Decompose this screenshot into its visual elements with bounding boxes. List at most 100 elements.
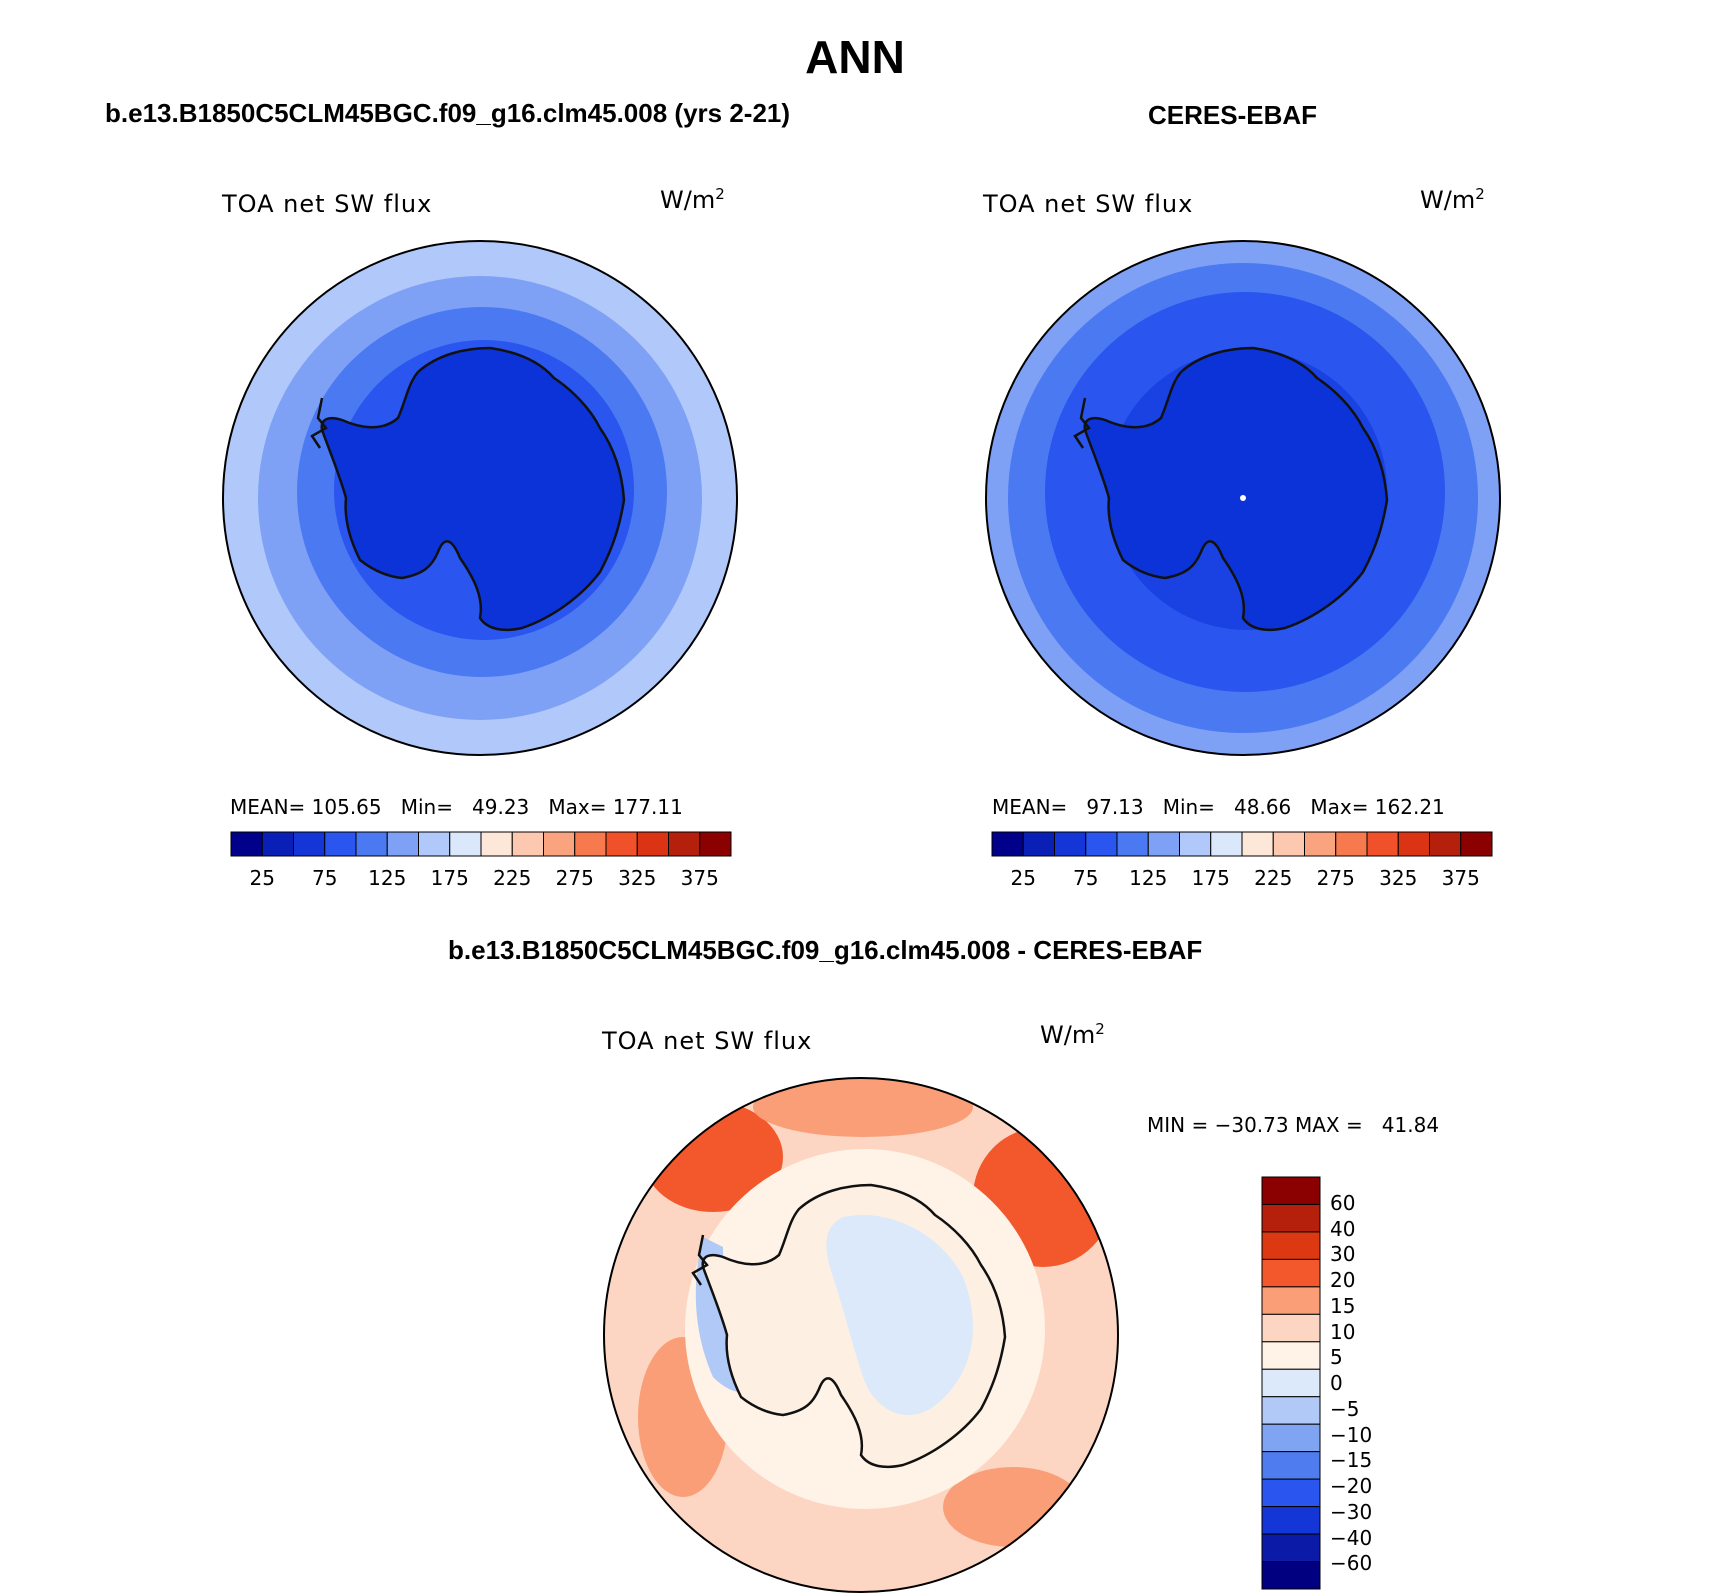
colorbar-swatch [355, 831, 388, 857]
colorbar-tick-label: 15 [1330, 1293, 1356, 1318]
colorbar-swatch [1261, 1478, 1321, 1508]
colorbar-swatch [1261, 1561, 1321, 1590]
map-model [222, 240, 738, 756]
colorbar-model [230, 831, 732, 857]
colorbar-tick-label: 225 [493, 866, 532, 890]
panel-1-variable-label: TOA net SW flux [222, 190, 433, 218]
colorbar-swatch [386, 831, 419, 857]
colorbar-swatch [418, 831, 451, 857]
colorbar-tick-label: 175 [430, 866, 469, 890]
colorbar-swatch [1261, 1258, 1321, 1288]
colorbar-tick-label: 10 [1330, 1319, 1356, 1344]
colorbar-tick-label: −30 [1330, 1499, 1373, 1524]
colorbar-tick-label: −10 [1330, 1422, 1373, 1447]
colorbar-tick-label: 0 [1330, 1371, 1343, 1395]
colorbar-swatch [261, 831, 294, 857]
colorbar-swatch [1261, 1286, 1321, 1315]
colorbar-swatch [1261, 1423, 1321, 1453]
colorbar-swatch [293, 831, 326, 857]
colorbar-tick-label: 25 [1010, 866, 1036, 890]
panel-2-variable-label: TOA net SW flux [983, 190, 1194, 218]
colorbar-swatch [230, 831, 263, 857]
antarctica [1083, 346, 1389, 632]
colorbar-tick-label: −5 [1330, 1396, 1360, 1421]
colorbar-tick-label: 125 [368, 866, 407, 890]
colorbar-swatch [1429, 831, 1462, 857]
colorbar-tick-label: 40 [1330, 1216, 1356, 1241]
colorbar-difference [1261, 1176, 1321, 1590]
colorbar-tick-label: 275 [555, 866, 594, 890]
colorbar-swatch [1261, 1396, 1321, 1425]
panel-2-stats: MEAN= 97.13 Min= 48.66 Max= 162.21 [992, 795, 1445, 819]
colorbar-swatch [574, 831, 607, 857]
colorbar-tick-label: 175 [1191, 866, 1230, 890]
colorbar-tick-label: −15 [1330, 1448, 1373, 1473]
colorbar-swatch [1085, 831, 1118, 857]
colorbar-tick-label: 20 [1330, 1268, 1356, 1292]
colorbar-tick-label: 30 [1330, 1242, 1356, 1267]
panel-2-subtitle: CERES-EBAF [1148, 100, 1318, 130]
antarctica [320, 346, 626, 632]
colorbar-swatch [480, 831, 513, 857]
colorbar-swatch [449, 831, 482, 857]
map-difference [603, 1077, 1119, 1593]
panel-3-unit: W/m2 [1040, 1020, 1105, 1049]
colorbar-swatch [1147, 831, 1180, 857]
colorbar-swatch [1261, 1313, 1321, 1343]
colorbar-swatch [605, 831, 638, 857]
colorbar-tick-label: 75 [1073, 866, 1099, 890]
colorbar-swatch [1241, 831, 1274, 857]
colorbar-tick-label: 325 [618, 866, 657, 890]
panel-3-variable-label: TOA net SW flux [602, 1027, 813, 1055]
panel-3-subtitle: b.e13.B1850C5CLM45BGC.f09_g16.clm45.008 … [448, 935, 1203, 965]
colorbar-swatch [543, 831, 576, 857]
colorbar-swatch [1210, 831, 1243, 857]
panel-1-unit: W/m2 [660, 185, 725, 214]
colorbar-difference-ticks: 60 40 30 20 15 10 5 0 −5 −10 −15 −20 −30 −40 −60 [1330, 1177, 1410, 1589]
colorbar-swatch [1304, 831, 1337, 857]
colorbar-model-ticks: 25 75 125 175 225 275 325 375 [231, 866, 731, 890]
panel-3-stats: MIN = −30.73 MAX = 41.84 [1147, 1113, 1440, 1137]
colorbar-tick-label: 25 [249, 866, 275, 890]
map-observations [985, 240, 1501, 756]
colorbar-tick-label: −20 [1330, 1474, 1373, 1498]
colorbar-tick-label: 225 [1254, 866, 1293, 890]
colorbar-swatch [1261, 1341, 1321, 1370]
colorbar-tick-label: 5 [1330, 1345, 1343, 1370]
colorbar-swatch [1116, 831, 1149, 857]
colorbar-tick-label: 375 [1441, 866, 1480, 890]
colorbar-swatch [1261, 1533, 1321, 1563]
panel-1-subtitle: b.e13.B1850C5CLM45BGC.f09_g16.clm45.008 … [105, 98, 791, 128]
colorbar-tick-label: 325 [1379, 866, 1418, 890]
colorbar-swatch [1261, 1203, 1321, 1233]
colorbar-swatch [324, 831, 357, 857]
colorbar-swatch [991, 831, 1024, 857]
colorbar-tick-label: −60 [1330, 1551, 1373, 1576]
colorbar-tick-label: 375 [680, 866, 719, 890]
colorbar-swatch [1397, 831, 1430, 857]
colorbar-swatch [1272, 831, 1305, 857]
colorbar-tick-label: 125 [1129, 866, 1168, 890]
colorbar-swatch [1460, 831, 1493, 857]
colorbar-swatch [1335, 831, 1368, 857]
colorbar-swatch [1261, 1451, 1321, 1480]
colorbar-tick-label: −40 [1330, 1525, 1373, 1550]
panel-1-stats: MEAN= 105.65 Min= 49.23 Max= 177.11 [230, 795, 683, 819]
panel-2-unit: W/m2 [1420, 185, 1485, 214]
colorbar-swatch [1179, 831, 1212, 857]
colorbar-swatch [668, 831, 701, 857]
colorbar-swatch [511, 831, 544, 857]
colorbar-tick-label: 60 [1330, 1190, 1356, 1215]
colorbar-swatch [1022, 831, 1055, 857]
colorbar-swatch [1054, 831, 1087, 857]
colorbar-swatch [1261, 1231, 1321, 1260]
colorbar-swatch [1261, 1506, 1321, 1535]
colorbar-swatch [1261, 1176, 1321, 1205]
colorbar-swatch [636, 831, 669, 857]
colorbar-observations-ticks: 25 75 125 175 225 275 325 375 [992, 866, 1492, 890]
colorbar-swatch [1366, 831, 1399, 857]
figure-title: ANN [805, 31, 905, 83]
colorbar-tick-label: 75 [312, 866, 338, 890]
colorbar-swatch [1261, 1368, 1321, 1398]
colorbar-tick-label: 275 [1316, 866, 1355, 890]
